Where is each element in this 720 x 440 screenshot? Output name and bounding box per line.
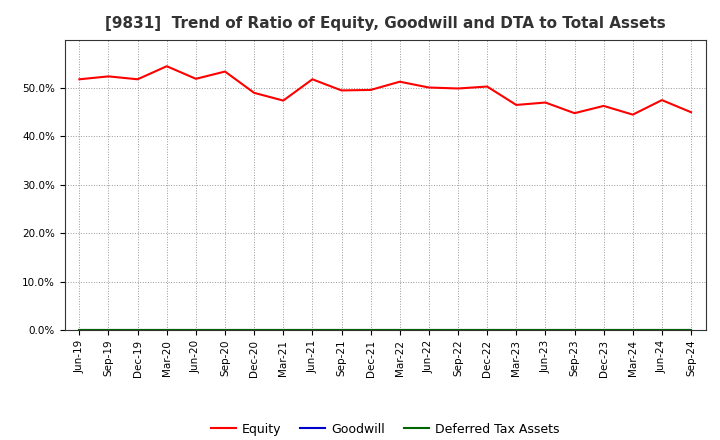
Legend: Equity, Goodwill, Deferred Tax Assets: Equity, Goodwill, Deferred Tax Assets — [206, 418, 564, 440]
Deferred Tax Assets — [599, 327, 608, 333]
Equity — [279, 98, 287, 103]
Equity — [250, 90, 258, 95]
Equity — [133, 77, 142, 82]
Goodwill — [220, 327, 229, 333]
Goodwill — [425, 327, 433, 333]
Deferred Tax Assets — [250, 327, 258, 333]
Equity — [541, 100, 550, 105]
Deferred Tax Assets — [366, 327, 375, 333]
Deferred Tax Assets — [279, 327, 287, 333]
Goodwill — [192, 327, 200, 333]
Goodwill — [104, 327, 113, 333]
Equity — [425, 85, 433, 90]
Goodwill — [541, 327, 550, 333]
Deferred Tax Assets — [395, 327, 404, 333]
Goodwill — [75, 327, 84, 333]
Deferred Tax Assets — [337, 327, 346, 333]
Deferred Tax Assets — [483, 327, 492, 333]
Equity — [629, 112, 637, 117]
Goodwill — [454, 327, 462, 333]
Deferred Tax Assets — [454, 327, 462, 333]
Deferred Tax Assets — [133, 327, 142, 333]
Goodwill — [657, 327, 666, 333]
Equity — [104, 74, 113, 79]
Deferred Tax Assets — [104, 327, 113, 333]
Equity — [75, 77, 84, 82]
Goodwill — [366, 327, 375, 333]
Line: Equity: Equity — [79, 66, 691, 114]
Equity — [657, 97, 666, 103]
Deferred Tax Assets — [657, 327, 666, 333]
Goodwill — [250, 327, 258, 333]
Equity — [163, 63, 171, 69]
Equity — [395, 79, 404, 84]
Deferred Tax Assets — [308, 327, 317, 333]
Goodwill — [163, 327, 171, 333]
Deferred Tax Assets — [220, 327, 229, 333]
Equity — [308, 77, 317, 82]
Deferred Tax Assets — [75, 327, 84, 333]
Deferred Tax Assets — [163, 327, 171, 333]
Deferred Tax Assets — [570, 327, 579, 333]
Equity — [599, 103, 608, 109]
Deferred Tax Assets — [629, 327, 637, 333]
Equity — [220, 69, 229, 74]
Equity — [192, 76, 200, 81]
Title: [9831]  Trend of Ratio of Equity, Goodwill and DTA to Total Assets: [9831] Trend of Ratio of Equity, Goodwil… — [105, 16, 665, 32]
Equity — [366, 87, 375, 92]
Equity — [337, 88, 346, 93]
Goodwill — [570, 327, 579, 333]
Deferred Tax Assets — [687, 327, 696, 333]
Goodwill — [395, 327, 404, 333]
Goodwill — [629, 327, 637, 333]
Goodwill — [279, 327, 287, 333]
Equity — [570, 110, 579, 116]
Goodwill — [133, 327, 142, 333]
Equity — [512, 102, 521, 107]
Deferred Tax Assets — [541, 327, 550, 333]
Equity — [687, 110, 696, 115]
Goodwill — [483, 327, 492, 333]
Goodwill — [599, 327, 608, 333]
Deferred Tax Assets — [192, 327, 200, 333]
Goodwill — [512, 327, 521, 333]
Goodwill — [687, 327, 696, 333]
Deferred Tax Assets — [425, 327, 433, 333]
Goodwill — [308, 327, 317, 333]
Equity — [483, 84, 492, 89]
Equity — [454, 86, 462, 91]
Goodwill — [337, 327, 346, 333]
Deferred Tax Assets — [512, 327, 521, 333]
